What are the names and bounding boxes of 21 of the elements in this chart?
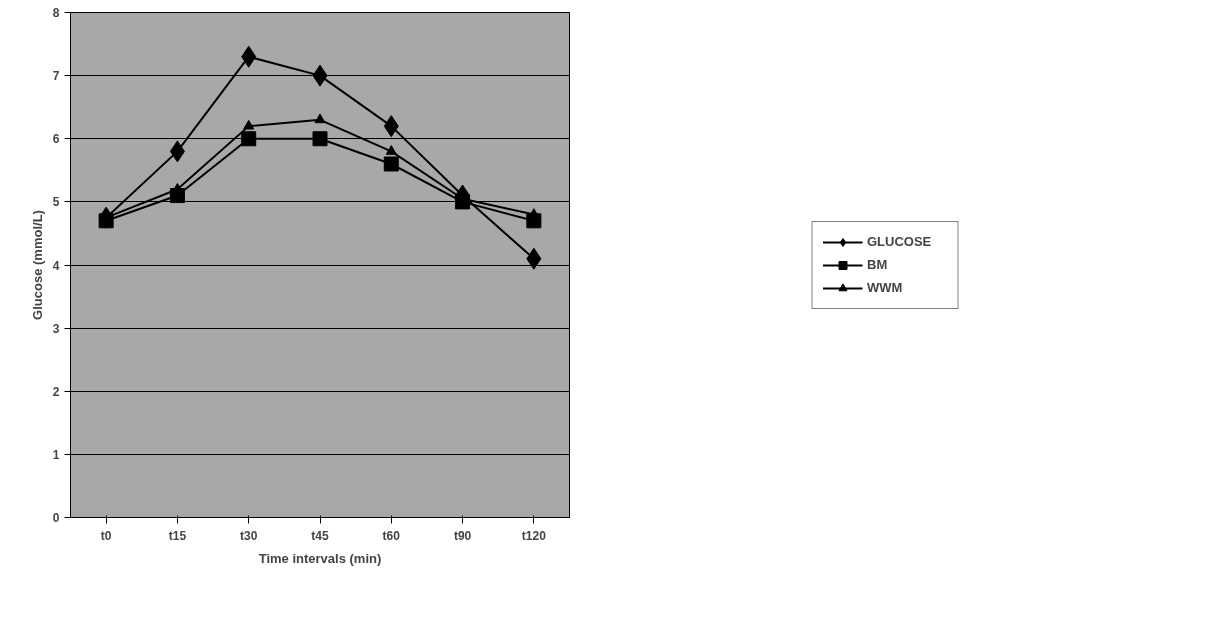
y-tick-label: 7 — [52, 69, 60, 84]
y-tick-label: 5 — [52, 195, 60, 210]
y-tick-label: 6 — [52, 132, 60, 147]
y-axis-title: Glucose (mmol/L) — [29, 210, 45, 320]
legend-label: WWM — [867, 280, 904, 295]
x-tick-label: t90 — [453, 528, 472, 543]
x-tick-label: t45 — [311, 528, 329, 543]
legend-label: BM — [867, 257, 889, 272]
y-tick-label: 4 — [52, 258, 60, 273]
y-tick-label: 1 — [52, 447, 60, 462]
y-tick-label: 0 — [52, 511, 60, 525]
x-tick-label: t30 — [240, 528, 258, 543]
x-tick-label: t60 — [382, 528, 401, 543]
x-axis-title: Time intervals (min) — [258, 550, 382, 566]
y-tick-label: 3 — [52, 321, 60, 336]
x-tick-label: t120 — [521, 528, 547, 543]
x-tick-label: t0 — [100, 528, 112, 543]
x-tick-label: t15 — [168, 528, 187, 543]
y-tick-label: 2 — [52, 384, 60, 399]
y-tick-label: 8 — [52, 6, 60, 20]
legend-label: GLUCOSE — [867, 234, 933, 249]
